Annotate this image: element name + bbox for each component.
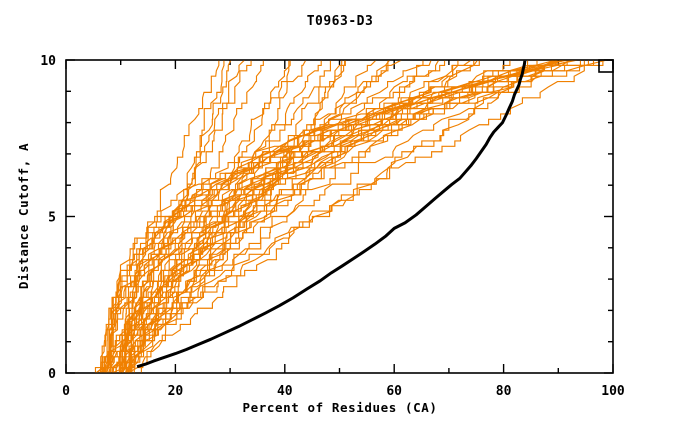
prediction-curves — [94, 60, 607, 373]
y-axis-title: Distance Cutoff, A — [16, 143, 31, 289]
prediction-curve — [127, 60, 570, 373]
y-tick-label: 10 — [40, 54, 56, 69]
prediction-curve — [126, 60, 567, 373]
x-tick-label: 40 — [277, 384, 293, 399]
x-tick-label: 20 — [168, 384, 184, 399]
plot-frame — [65, 59, 614, 374]
prediction-curve — [119, 60, 480, 373]
x-tick-label: 60 — [386, 384, 402, 399]
frame-corner-notch — [598, 59, 614, 73]
x-axis-title: Percent of Residues (CA) — [242, 400, 437, 415]
prediction-curve — [121, 60, 553, 373]
prediction-curve — [122, 60, 595, 373]
prediction-curve — [140, 60, 555, 373]
axis-titles: Distance Cutoff, A Percent of Residues (… — [16, 143, 437, 415]
prediction-curve — [125, 60, 568, 373]
reference-curve — [136, 60, 527, 369]
y-tick-label: 0 — [48, 367, 56, 382]
x-tick-label: 100 — [601, 384, 625, 399]
tick-labels: 0 20 40 60 80 100 0 5 10 — [40, 54, 625, 399]
prediction-curve — [125, 60, 563, 373]
prediction-curve — [122, 60, 538, 373]
prediction-curve — [101, 60, 558, 373]
y-tick-label: 5 — [48, 211, 56, 226]
page-title: T0963-D3 — [306, 14, 374, 29]
x-tick-label: 0 — [62, 384, 70, 399]
x-tick-label: 80 — [496, 384, 512, 399]
